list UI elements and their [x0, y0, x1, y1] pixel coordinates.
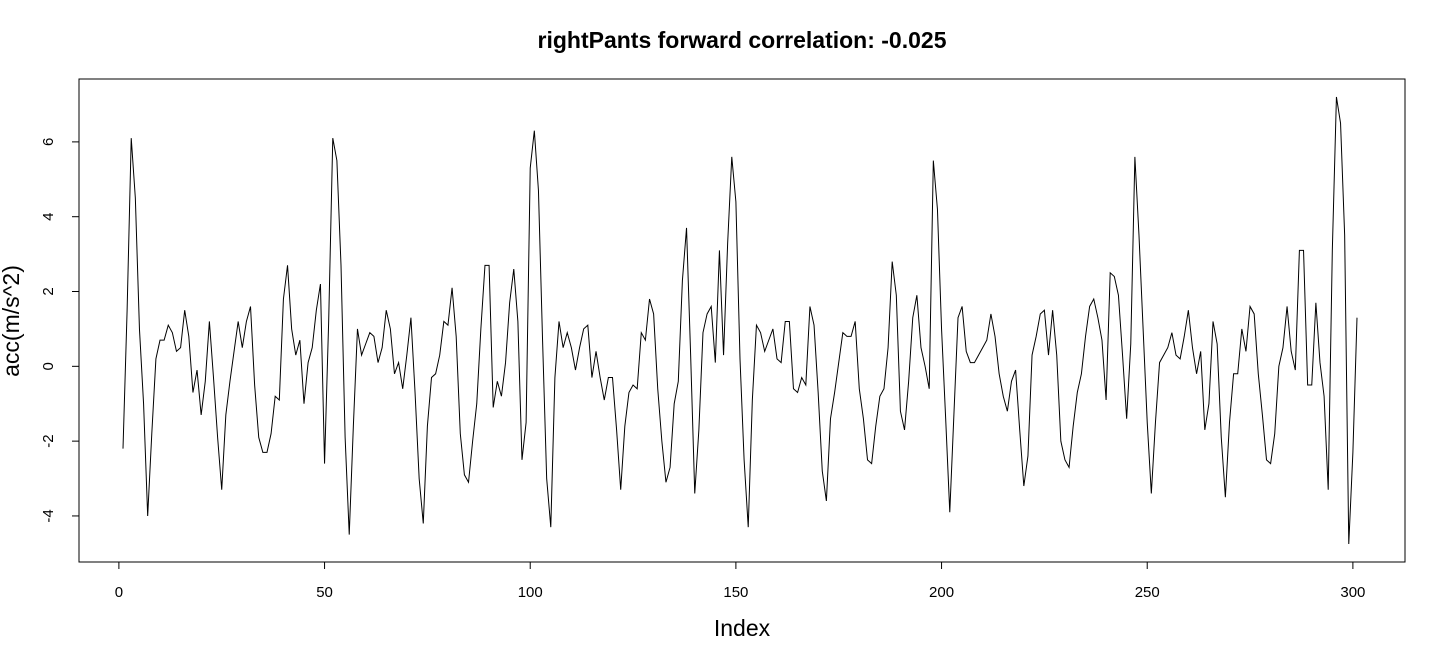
- x-tick-label: 200: [929, 584, 954, 601]
- y-tick-label: 2: [40, 287, 57, 295]
- y-tick-label: -2: [40, 434, 57, 447]
- y-tick-label: 0: [40, 362, 57, 370]
- x-tick-label: 50: [316, 584, 333, 601]
- x-axis-label: Index: [714, 615, 771, 641]
- x-tick-label: 100: [518, 584, 543, 601]
- y-axis-label: acc(m/s^2): [0, 265, 24, 377]
- x-axis: 0 50 100 150 200 250 300: [115, 561, 1365, 601]
- x-tick-label: 250: [1135, 584, 1160, 601]
- plot-frame: [78, 78, 1406, 563]
- x-tick-label: 150: [723, 584, 748, 601]
- series-line: [122, 96, 1358, 545]
- x-tick-label: 300: [1340, 584, 1365, 601]
- y-tick-label: -4: [40, 509, 57, 522]
- y-axis: -4 -2 0 2 4 6: [40, 138, 80, 523]
- x-tick-label: 0: [115, 584, 123, 601]
- y-tick-label: 4: [40, 213, 57, 221]
- chart-title: rightPants forward correlation: -0.025: [538, 27, 947, 53]
- y-tick-label: 6: [40, 138, 57, 146]
